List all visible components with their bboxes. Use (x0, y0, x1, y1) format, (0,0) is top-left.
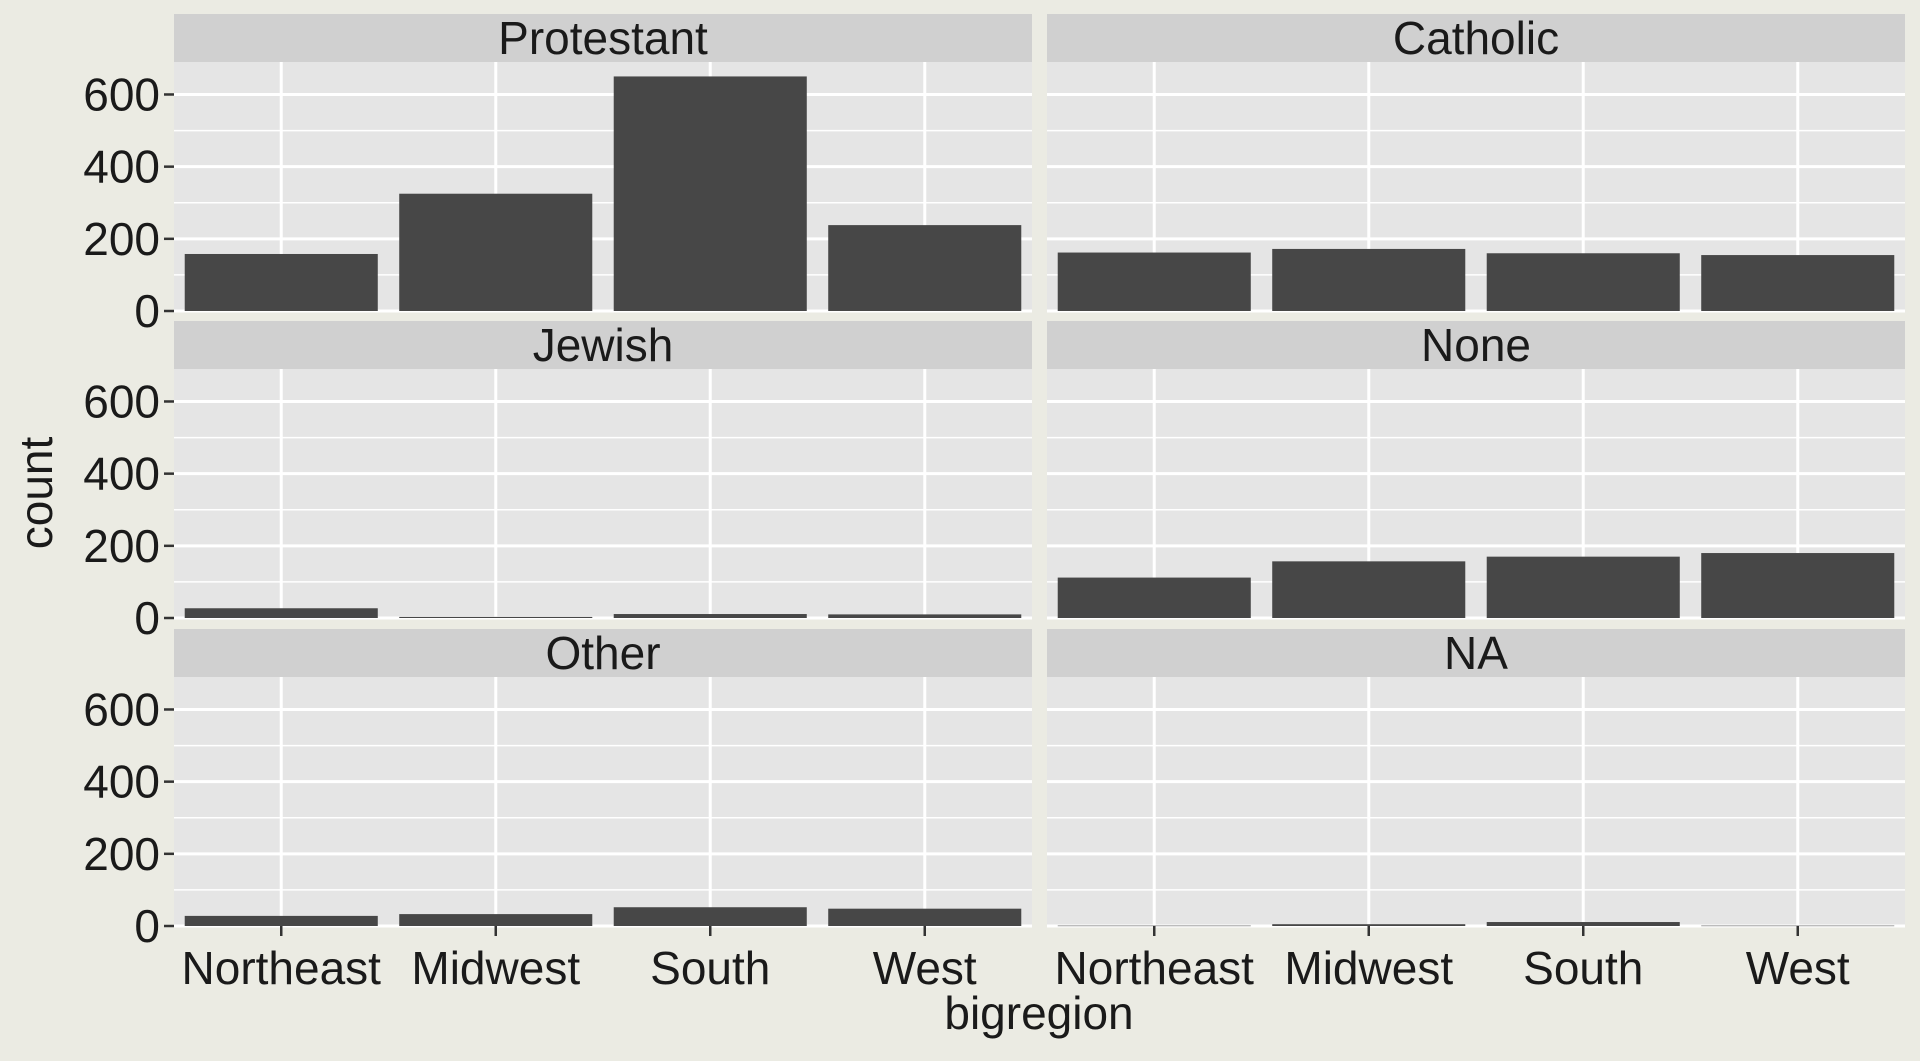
x-tick-label: South (1523, 942, 1643, 994)
bar-protestant-south (613, 76, 807, 311)
y-tick-label: 600 (83, 683, 160, 735)
y-tick-label: 200 (83, 520, 160, 572)
y-tick-label: 0 (134, 900, 160, 952)
bar-none-south (1486, 556, 1680, 618)
y-tick-label: 0 (134, 592, 160, 644)
x-tick-label: Midwest (1284, 942, 1453, 994)
y-tick-label: 600 (83, 68, 160, 120)
y-tick-label: 200 (83, 828, 160, 880)
bar-jewish-midwest (399, 616, 593, 618)
bar-other-northeast (184, 915, 378, 926)
facet-label-none: None (1421, 319, 1531, 371)
x-tick-label: South (650, 942, 770, 994)
x-tick-label: Midwest (411, 942, 580, 994)
bar-protestant-west (828, 225, 1022, 311)
bar-other-midwest (399, 914, 593, 926)
y-tick-label: 400 (83, 756, 160, 808)
facet-strip-jewish (174, 321, 1032, 369)
bar-catholic-west (1701, 255, 1895, 311)
bar-na-south (1486, 922, 1680, 926)
facet-strip-other (174, 629, 1032, 677)
bar-other-south (613, 907, 807, 926)
facet-label-na: NA (1444, 627, 1508, 679)
bar-none-northeast (1057, 577, 1251, 618)
bar-none-midwest (1272, 561, 1466, 618)
y-tick-label: 600 (83, 375, 160, 427)
bar-none-west (1701, 553, 1895, 618)
bar-catholic-midwest (1272, 248, 1466, 311)
x-axis-title: bigregion (944, 987, 1133, 1039)
y-axis-title: count (10, 437, 62, 550)
bar-catholic-south (1486, 253, 1680, 311)
bar-na-west (1701, 925, 1895, 927)
y-tick-label: 0 (134, 285, 160, 337)
bar-other-west (828, 908, 1022, 926)
x-tick-label: West (1746, 942, 1850, 994)
facet-label-protestant: Protestant (498, 12, 708, 64)
facet-strip-none (1047, 321, 1905, 369)
x-tick-label: Northeast (1055, 942, 1255, 994)
facet-panel-jewish (174, 369, 1032, 618)
bar-jewish-west (828, 614, 1022, 618)
bar-na-northeast (1057, 925, 1251, 927)
x-tick-label: Northeast (182, 942, 382, 994)
facet-strip-na (1047, 629, 1905, 677)
facet-strip-protestant (174, 14, 1032, 62)
y-tick-label: 400 (83, 448, 160, 500)
y-tick-label: 200 (83, 213, 160, 265)
facet-label-catholic: Catholic (1393, 12, 1559, 64)
bar-na-midwest (1272, 924, 1466, 926)
y-tick-label: 400 (83, 141, 160, 193)
x-tick-label: West (873, 942, 977, 994)
bar-jewish-south (613, 614, 807, 618)
bar-protestant-midwest (399, 193, 593, 311)
bar-jewish-northeast (184, 608, 378, 618)
facet-label-other: Other (545, 627, 660, 679)
bar-protestant-northeast (184, 253, 378, 311)
facet-strip-catholic (1047, 14, 1905, 62)
facet-panel-na (1047, 677, 1905, 926)
facet-label-jewish: Jewish (533, 319, 674, 371)
facet-panel-other (174, 677, 1032, 926)
bar-catholic-northeast (1057, 252, 1251, 311)
